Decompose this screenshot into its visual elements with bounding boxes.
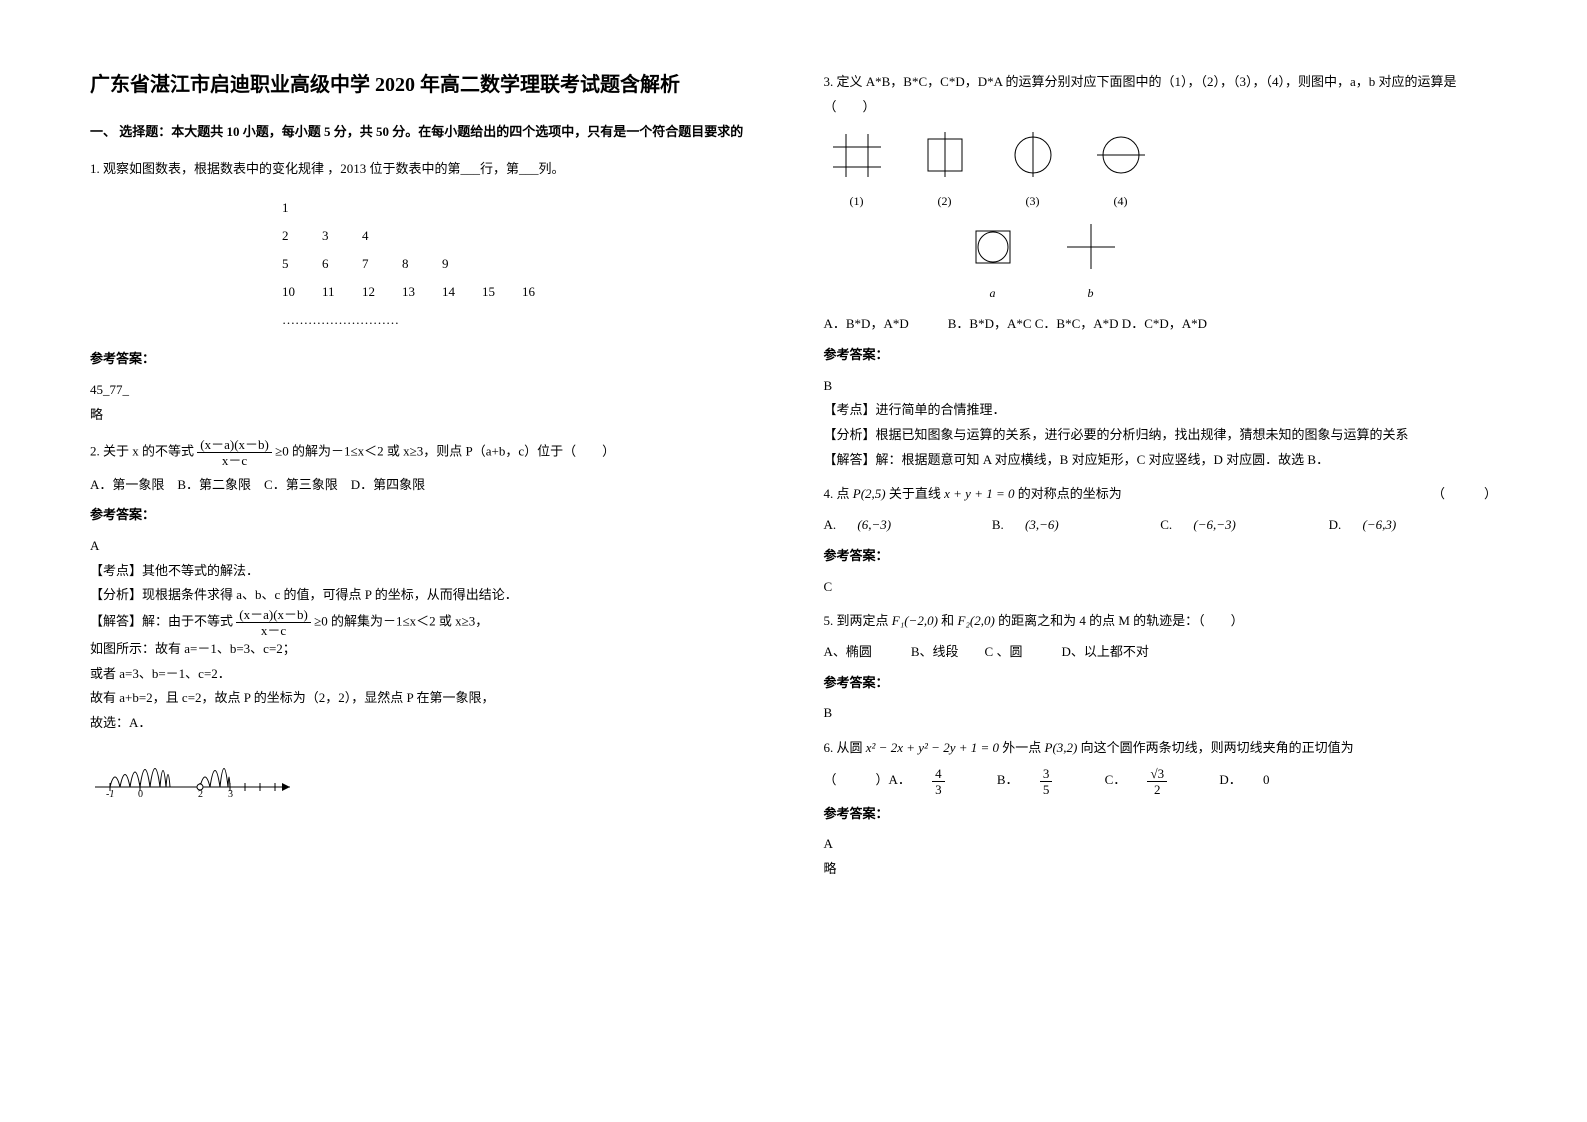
q6-answer-2: 略 — [824, 857, 1498, 882]
q6-stem: 6. 从圆 x² − 2x + y² − 2y + 1 = 0 外一点 P(3,… — [824, 736, 1498, 761]
q2-line: 【解答】解：由于不等式 (x－a)(x－b) x－c ≥0 的解集为－1≤x＜2… — [90, 608, 764, 637]
answer-label: 参考答案： — [90, 503, 764, 528]
q3-line: 【解答】解：根据题意可知 A 对应横线，B 对应矩形，C 对应竖线，D 对应圆．… — [824, 448, 1498, 473]
svg-text:3: 3 — [228, 789, 233, 797]
answer-label: 参考答案： — [824, 671, 1498, 696]
fig-2: (2) — [916, 129, 974, 212]
q5-options: A、椭圆 B、线段 C 、圆 D、以上都不对 — [824, 640, 1498, 665]
q2-line: 故选：A． — [90, 711, 764, 736]
q2-fraction: (x－a)(x－b) x－c — [197, 438, 272, 467]
q6-options: （ ）A． 43 B． 35 C． √32 D． 0 — [824, 767, 1498, 796]
q1-number-table: 1 2 3 4 5 6 7 8 9 10 11 12 13 — [280, 193, 562, 335]
q3-figures-row2: a b — [964, 219, 1498, 304]
answer-label: 参考答案： — [824, 544, 1498, 569]
question-1: 1. 观察如图数表，根据数表中的变化规律 ，2013 位于数表中的第___行，第… — [90, 157, 764, 428]
q5-stem: 5. 到两定点 F₁(−2,0) 和 F₂(2,0) 的距离之和为 4 的点 M… — [824, 609, 1498, 634]
q2-options: A．第一象限 B．第二象限 C．第三象限 D．第四象限 — [90, 473, 764, 498]
q3-line: 【考点】进行简单的合情推理． — [824, 398, 1498, 423]
q3-options: A．B*D，A*D B．B*D，A*C C．B*C，A*D D．C*D，A*D — [824, 312, 1498, 337]
q4-stem: 4. 点 P(2,5) 关于直线 x + y + 1 = 0 的对称点的坐标为 … — [824, 482, 1498, 507]
answer-label: 参考答案： — [824, 802, 1498, 827]
q4-answer: C — [824, 575, 1498, 600]
fig-4: (4) — [1092, 129, 1150, 212]
svg-text:-1: -1 — [106, 789, 114, 797]
q2-line: 【考点】其他不等式的解法． — [90, 559, 764, 584]
q3-line: 【分析】根据已知图象与运算的关系，进行必要的分析归纳，找出规律，猜想未知的图象与… — [824, 423, 1498, 448]
svg-text:0: 0 — [138, 789, 143, 797]
question-2: 2. 关于 x 的不等式 (x－a)(x－b) x－c ≥0 的解为－1≤x＜2… — [90, 438, 764, 806]
question-6: 6. 从圆 x² − 2x + y² − 2y + 1 = 0 外一点 P(3,… — [824, 736, 1498, 882]
fig-a: a — [964, 219, 1022, 304]
q2-line: 故有 a+b=2，且 c=2，故点 P 的坐标为（2，2），显然点 P 在第一象… — [90, 686, 764, 711]
q6-answer: A — [824, 832, 1498, 857]
answer-label: 参考答案： — [90, 347, 764, 372]
section-heading: 一、 选择题：本大题共 10 小题，每小题 5 分，共 50 分。在每小题给出的… — [90, 122, 764, 143]
q4-options: A. (6,−3) B. (3,−6) C. (−6,−3) D. (−6,3) — [824, 513, 1498, 538]
answer-label: 参考答案： — [824, 343, 1498, 368]
q2-line: 【分析】现根据条件求得 a、b、c 的值，可得点 P 的坐标，从而得出结论． — [90, 583, 764, 608]
q3-answer: B — [824, 374, 1498, 399]
q3-figures-row1: (1) (2) (3) (4) — [828, 129, 1498, 212]
fig-3: (3) — [1004, 129, 1062, 212]
q2-fraction-2: (x－a)(x－b) x－c — [236, 608, 311, 637]
question-4: 4. 点 P(2,5) 关于直线 x + y + 1 = 0 的对称点的坐标为 … — [824, 482, 1498, 599]
fig-b: b — [1062, 219, 1120, 304]
q2-number-line-sketch: -1 0 2 3 — [90, 742, 300, 797]
svg-text:2: 2 — [198, 789, 203, 797]
fig-1: (1) — [828, 129, 886, 212]
q1-text: 1. 观察如图数表，根据数表中的变化规律 ，2013 位于数表中的第___行，第… — [90, 157, 764, 182]
question-3: 3. 定义 A*B，B*C，C*D，D*A 的运算分别对应下面图中的（1），（2… — [824, 70, 1498, 472]
q2-line: 如图所示：故有 a=－1、b=3、c=2； — [90, 637, 764, 662]
question-5: 5. 到两定点 F₁(−2,0) 和 F₂(2,0) 的距离之和为 4 的点 M… — [824, 609, 1498, 726]
q1-answer: 45_77_ — [90, 378, 764, 403]
q3-text: 3. 定义 A*B，B*C，C*D，D*A 的运算分别对应下面图中的（1），（2… — [824, 70, 1498, 119]
doc-title: 广东省湛江市启迪职业高级中学 2020 年高二数学理联考试题含解析 — [90, 70, 764, 100]
q1-answer-2: 略 — [90, 403, 764, 428]
q2-stem: 2. 关于 x 的不等式 (x－a)(x－b) x－c ≥0 的解为－1≤x＜2… — [90, 438, 764, 467]
q2-line: 或者 a=3、b=－1、c=2． — [90, 662, 764, 687]
q2-answer: A — [90, 534, 764, 559]
q5-answer: B — [824, 701, 1498, 726]
